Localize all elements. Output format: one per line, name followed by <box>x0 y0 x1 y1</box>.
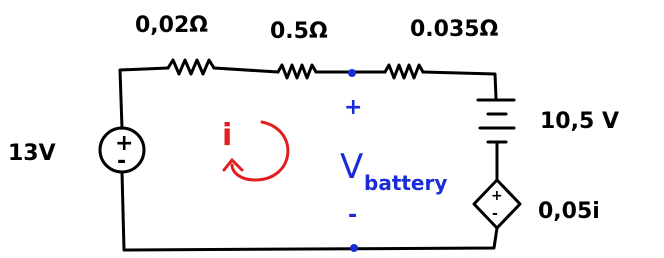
source-minus: - <box>117 149 126 174</box>
current-label: i <box>222 118 232 153</box>
measurement-plus: + <box>344 95 362 120</box>
resistor <box>278 65 316 78</box>
current-arrow <box>232 122 288 180</box>
circuit-diagram: 0,02Ω 0.5Ω 0.035Ω 13V + - 10,5 V 0,05i +… <box>0 0 664 258</box>
source-label: 13V <box>8 141 56 166</box>
node-dot <box>348 69 356 77</box>
dependent-source-minus: - <box>492 206 498 222</box>
resistor <box>168 60 214 74</box>
dependent-source-plus: + <box>491 188 503 204</box>
resistor-label: 0.035Ω <box>410 17 499 42</box>
resistor-label: 0,02Ω <box>135 13 208 38</box>
measurement-minus: - <box>348 203 357 228</box>
node-dot <box>350 244 358 252</box>
dependent-source-label: 0,05i <box>538 199 600 224</box>
wire <box>120 68 168 128</box>
wire <box>423 72 496 98</box>
wire <box>214 68 278 72</box>
battery-label: 10,5 V <box>540 109 619 134</box>
measurement-subscript: battery <box>364 171 447 195</box>
resistor-label: 0.5Ω <box>270 19 328 44</box>
measurement-symbol: V <box>340 147 363 187</box>
resistor <box>385 65 423 78</box>
